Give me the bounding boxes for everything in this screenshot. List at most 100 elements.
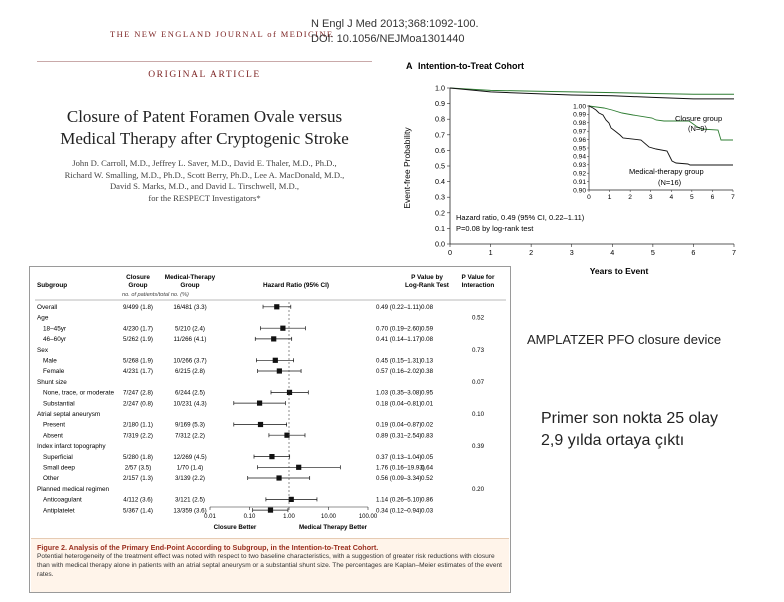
forest-x-tick-label: 0.01 (204, 514, 216, 520)
col-header-medical-2: Group (180, 282, 199, 289)
author-line: for the RESPECT Investigators* (148, 192, 261, 203)
hr-value: 0.57 (0.16–2.02) (376, 368, 421, 375)
hr-value: 0.70 (0.19–2.60) (376, 325, 421, 332)
subgroup-label: Female (43, 368, 65, 375)
subgroup-label: None, trace, or moderate (43, 390, 114, 397)
hr-point (274, 304, 280, 310)
hr-value: 0.18 (0.04–0.81) (376, 400, 421, 407)
medical-group-n: (N=16) (658, 178, 682, 187)
author-line: Richard W. Smalling, M.D., Ph.D., Scott … (64, 169, 345, 180)
inset-x-tick-label: 5 (690, 194, 694, 201)
closure-events: 5/280 (1.8) (123, 454, 153, 461)
km-hazard-ratio: Hazard ratio, 0.49 (95% CI, 0.22–1.11) (456, 213, 585, 222)
journal-name: THE NEW ENGLAND JOURNAL of MEDICINE (110, 29, 334, 39)
hr-value: 0.37 (0.13–1.04) (376, 454, 421, 461)
medical-group-label: Medical-therapy group (629, 167, 704, 176)
author-list: John D. Carroll, M.D., Jeffrey L. Saver,… (37, 158, 372, 204)
p-interaction: 0.52 (472, 315, 485, 322)
p-interaction: 0.07 (472, 379, 485, 386)
article-header: ORIGINAL ARTICLE Closure of Patent Foram… (37, 61, 372, 212)
medical-events: 12/269 (4.5) (173, 454, 206, 461)
subgroup-row: Superficial 5/280 (1.8) 12/269 (4.5) 0.37 (… (43, 454, 434, 461)
closure-events: 2/247 (0.8) (123, 400, 153, 407)
hr-point (288, 496, 294, 502)
inset-y-tick-label: 0.91 (573, 179, 586, 186)
km-x-tick-label: 4 (610, 248, 614, 257)
closure-events: 2/157 (1.3) (123, 475, 153, 482)
citation-line-2: DOI: 10.1056/NEJMoa1301440 (311, 33, 465, 45)
hr-value: 0.34 (0.12–0.94) (376, 507, 421, 514)
p-value: 0.95 (421, 390, 434, 397)
p-value: 0.38 (421, 368, 434, 375)
subgroup-label: Shunt size (37, 379, 67, 386)
p-interaction: 0.73 (472, 347, 485, 354)
hr-value: 0.49 (0.22–1.11) (376, 304, 421, 311)
p-interaction: 0.39 (472, 443, 485, 450)
inset-closure-curve (588, 105, 733, 141)
author-line: John D. Carroll, M.D., Jeffrey L. Saver,… (72, 158, 337, 168)
hr-point (257, 421, 264, 428)
col-header-p: P Value by (411, 274, 443, 281)
inset-y-tick-label: 0.95 (573, 145, 586, 152)
inset-x-tick-label: 4 (669, 194, 673, 201)
closure-events: 7/319 (2.2) (123, 432, 153, 439)
km-p-value: P=0.08 by log-rank test (456, 224, 534, 233)
km-x-tick-label: 6 (691, 248, 695, 257)
p-value: 0.08 (421, 336, 434, 343)
inset-y-tick-label: 0.98 (573, 120, 586, 127)
p-value: 0.64 (421, 465, 434, 472)
inset-y-tick-label: 0.94 (573, 154, 586, 161)
subgroup-header-row: Atrial septal aneurysm 0.10 (37, 411, 485, 418)
km-y-tick-label: 0.4 (435, 177, 445, 186)
col-header-medical: Medical-Therapy (165, 274, 216, 281)
closure-events: 7/247 (2.8) (123, 390, 153, 397)
subgroup-header-row: Index infarct topography 0.39 (37, 443, 485, 450)
closure-events: 2/57 (3.5) (125, 465, 151, 472)
km-y-tick-label: 0.0 (435, 240, 445, 249)
medical-events: 10/231 (4.3) (173, 400, 206, 407)
subgroup-label: Male (43, 358, 57, 365)
inset-y-tick-label: 0.99 (573, 112, 586, 119)
km-xlabel: Years to Event (590, 266, 649, 276)
hr-point (272, 357, 278, 363)
subgroup-label: Sex (37, 347, 49, 354)
inset-y-tick-label: 0.93 (573, 162, 586, 169)
p-value: 0.86 (421, 497, 434, 504)
subgroup-label: Substantial (43, 400, 75, 407)
subgroup-row: Anticoagulant 4/112 (3.6) 3/121 (2.5) 1.14 … (43, 497, 434, 504)
km-x-tick-label: 1 (489, 248, 493, 257)
inset-x-tick-label: 7 (731, 194, 735, 201)
km-medical-curve (449, 87, 734, 100)
medical-events: 5/210 (2.4) (175, 325, 205, 332)
closure-group-label: Closure group (675, 114, 722, 123)
forest-x-tick-label: 10.00 (321, 514, 337, 520)
km-closure-curve (449, 87, 734, 95)
hr-point (286, 389, 293, 395)
forest-x-tick-label: 1.00 (283, 514, 295, 520)
units-note: no. of patients/total no. (%) (122, 292, 189, 298)
subgroup-row: Antiplatelet 5/367 (1.4) 13/359 (3.6) 0.34 … (43, 507, 434, 514)
device-name: AMPLATZER PFO closure device (527, 332, 722, 347)
hr-value: 0.41 (0.14–1.17) (376, 336, 421, 343)
medical-events: 6/244 (2.5) (175, 390, 205, 397)
subgroup-label: Index infarct topography (37, 443, 106, 450)
hr-point (276, 368, 282, 374)
hr-point (256, 400, 263, 406)
subgroup-row: 18–45yr 4/230 (1.7) 5/210 (2.4) 0.70 (0.19–… (43, 325, 434, 332)
title-line-1: Closure of Patent Foramen Ovale versus (66, 107, 343, 126)
subgroup-row: 46–60yr 5/262 (1.9) 11/266 (4.1) 0.41 (0.14… (43, 336, 434, 343)
medical-events: 7/312 (2.2) (175, 432, 205, 439)
hr-value: 1.14 (0.26–5.10) (376, 497, 421, 504)
km-y-tick-label: 0.6 (435, 146, 445, 155)
author-line: David S. Marks, M.D., and David L. Tirsc… (109, 181, 300, 191)
km-y-tick-label: 0.9 (435, 99, 445, 108)
closure-group-n: (N=9) (688, 124, 707, 133)
inset-x-tick-label: 2 (628, 194, 632, 201)
hr-value: 0.56 (0.09–3.34) (376, 475, 421, 482)
km-x-tick-label: 5 (651, 248, 655, 257)
title-line-2: Medical Therapy after Cryptogenic Stroke (60, 129, 349, 148)
closure-events: 4/112 (3.6) (123, 497, 152, 504)
inset-y-tick-label: 0.92 (573, 171, 586, 178)
citation-line-1: N Engl J Med 2013;368:1092-100. (311, 18, 479, 30)
hr-value: 0.19 (0.04–0.87) (376, 422, 421, 429)
